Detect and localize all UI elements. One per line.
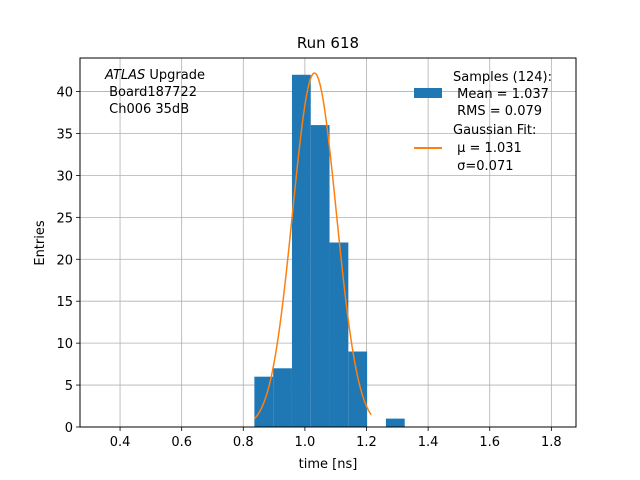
legend-mu-label: μ = 1.031 (453, 141, 522, 156)
y-tick-label: 20 (56, 253, 73, 268)
annotation-channel: Ch006 35dB (105, 102, 189, 117)
histogram-bar (310, 125, 330, 427)
histogram-bar (385, 418, 405, 427)
x-tick-label: 1.4 (418, 435, 439, 450)
legend-mean-label: Mean = 1.037 (453, 87, 549, 102)
annotation-line-1: ATLAS Upgrade (104, 68, 205, 83)
histogram-bar (291, 74, 311, 427)
x-axis-label: time [ns] (299, 457, 358, 472)
x-tick-label: 1.0 (295, 435, 316, 450)
atlas-annotation: ATLAS Upgrade Board187722 Ch006 35dB (104, 68, 205, 117)
legend-sigma-label: σ=0.071 (453, 159, 513, 174)
y-tick-label: 40 (56, 86, 73, 101)
annotation-atlas: ATLAS (104, 68, 145, 83)
x-tick-label: 0.8 (233, 435, 254, 450)
histogram-bar (273, 368, 292, 427)
y-tick-label: 15 (56, 295, 73, 310)
legend-fit-title: Gaussian Fit: (453, 123, 536, 138)
y-axis-ticks: 0 5 10 15 20 25 30 35 40 (56, 86, 80, 436)
gaussian-fit-line (253, 72, 372, 420)
chart-title: Run 618 (297, 34, 359, 52)
y-axis-label: Entries (33, 220, 48, 266)
y-tick-label: 30 (56, 169, 73, 184)
y-tick-label: 25 (56, 211, 73, 226)
legend-histogram-swatch (414, 88, 442, 98)
y-tick-label: 5 (65, 379, 73, 394)
x-tick-label: 1.6 (479, 435, 500, 450)
x-tick-label: 1.2 (356, 435, 377, 450)
x-tick-label: 1.8 (541, 435, 562, 450)
plot-frame (79, 57, 577, 428)
legend-samples-label: Samples (124): (453, 70, 552, 85)
annotation-board: Board187722 (105, 85, 197, 100)
y-tick-label: 35 (56, 127, 73, 142)
histogram-bars (254, 74, 405, 427)
histogram-bar (348, 351, 368, 427)
annotation-upgrade: Upgrade (145, 68, 205, 83)
x-tick-label: 0.6 (171, 435, 192, 450)
x-tick-label: 0.4 (110, 435, 131, 450)
histogram-bar (329, 242, 349, 427)
x-axis-ticks: 0.4 0.6 0.8 1.0 1.2 1.4 1.6 1.8 (110, 427, 562, 450)
legend-rms-label: RMS = 0.079 (453, 104, 542, 119)
legend: Samples (124): Mean = 1.037 RMS = 0.079 … (414, 70, 552, 174)
y-tick-label: 10 (56, 337, 73, 352)
y-tick-label: 0 (65, 421, 73, 436)
